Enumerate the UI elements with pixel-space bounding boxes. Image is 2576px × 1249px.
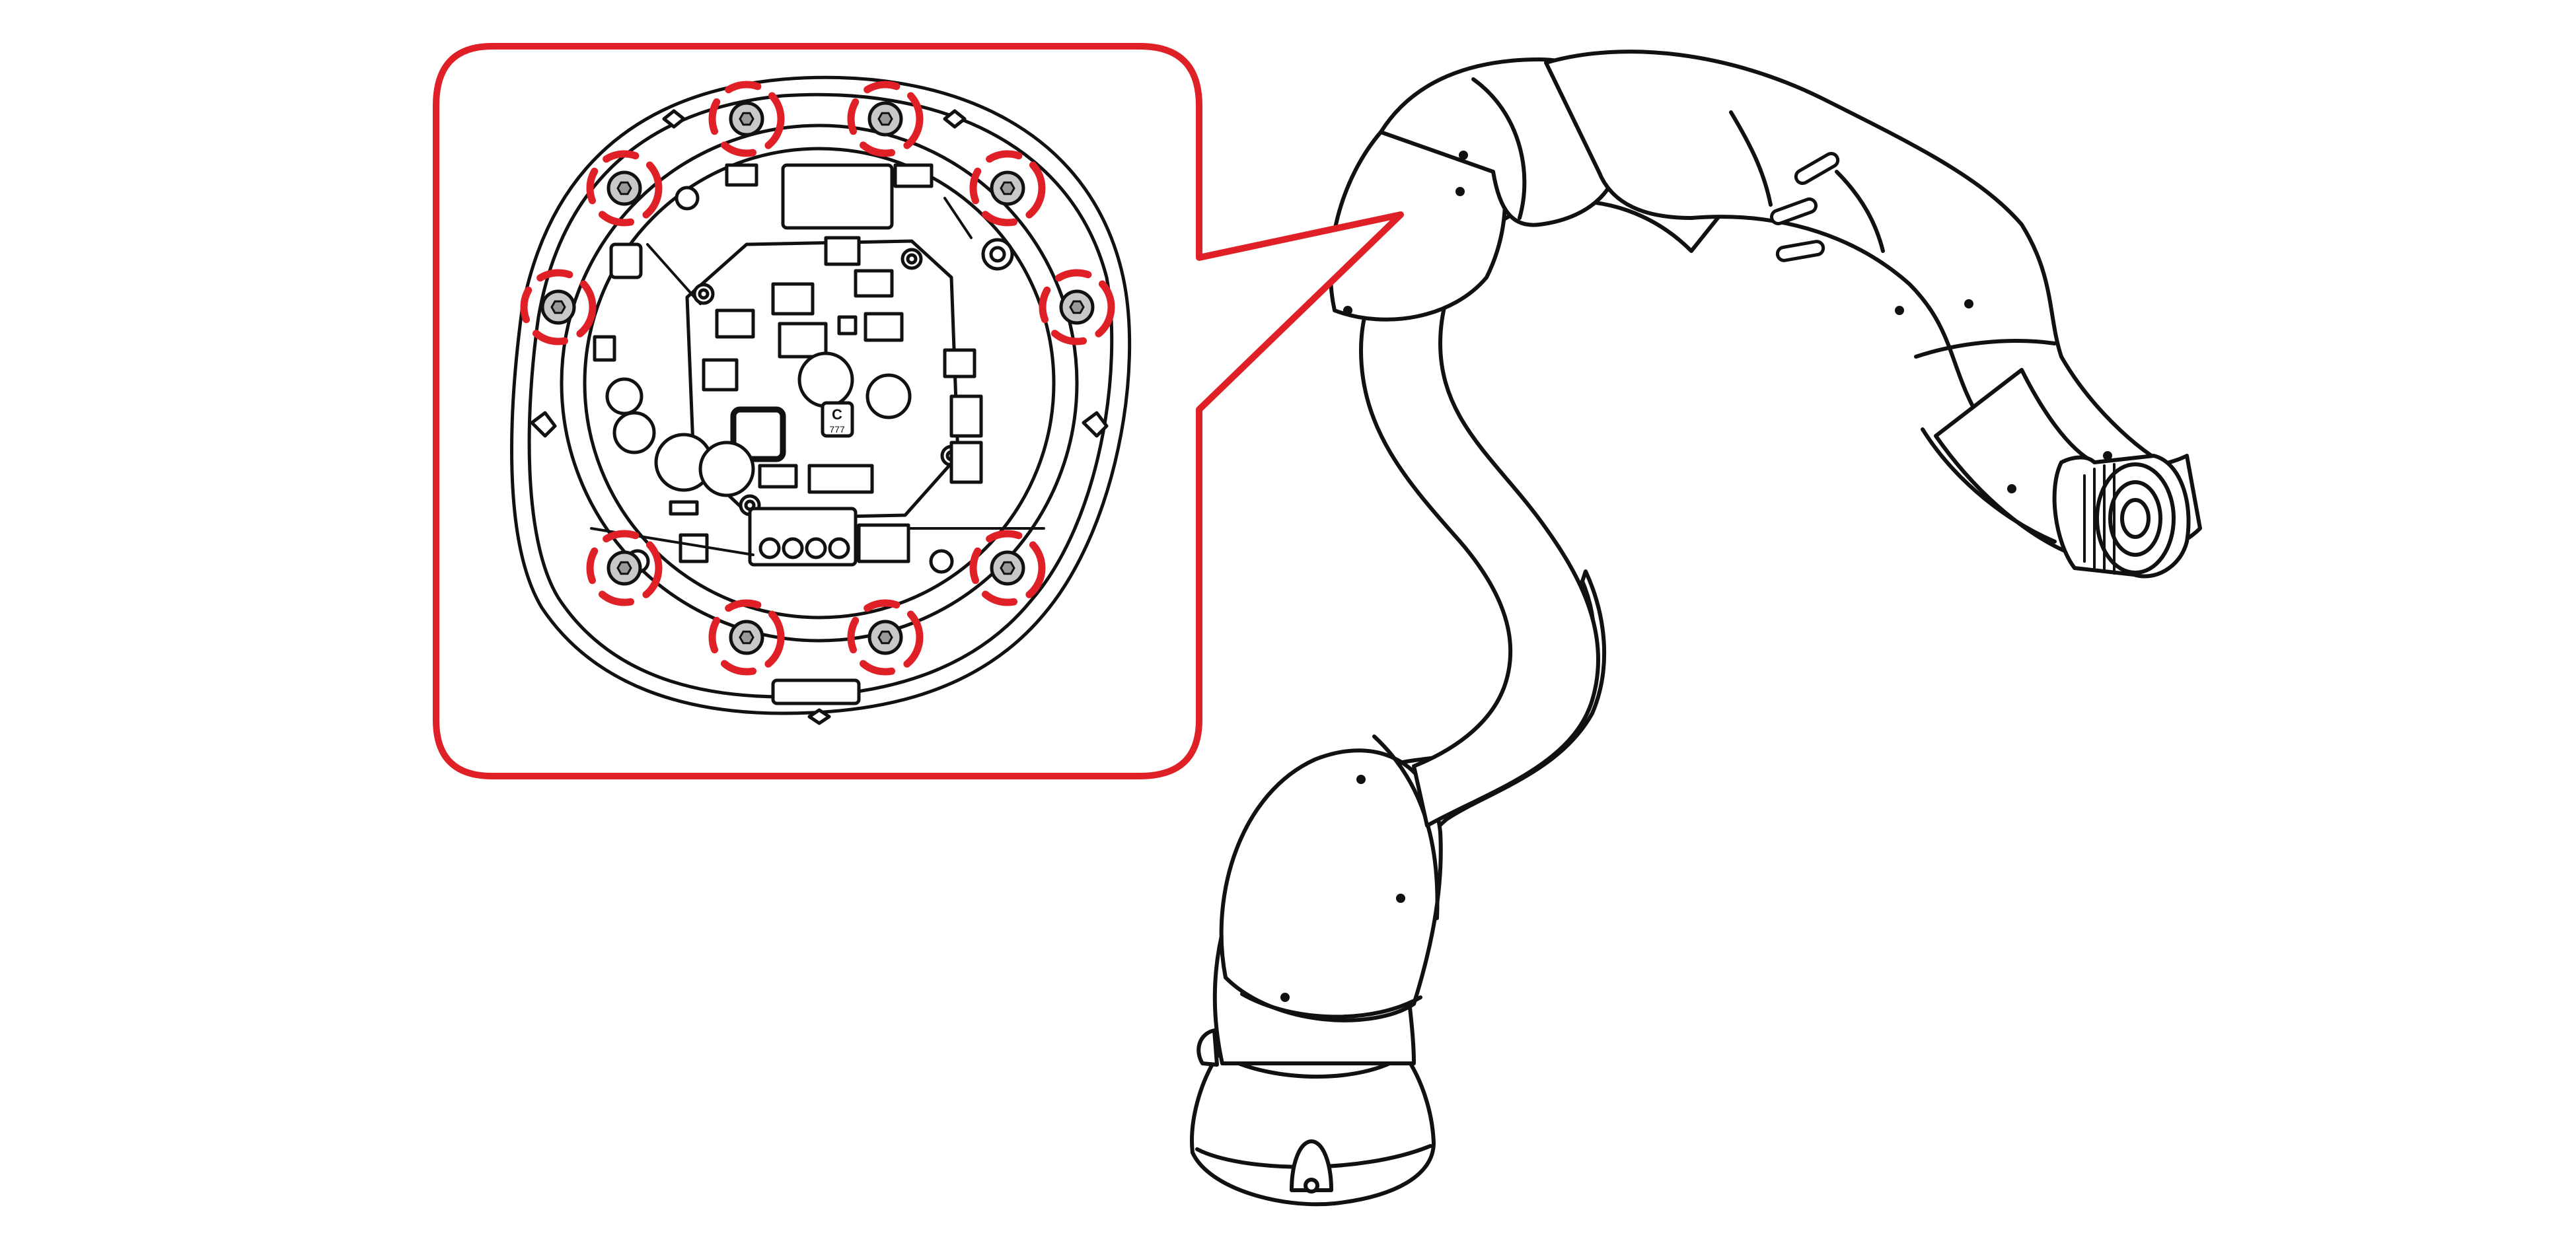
- screw-highlight-ring: [586, 150, 663, 227]
- screw-highlight-ring: [847, 599, 924, 676]
- connector-10: [943, 348, 976, 378]
- top-marker-right: [943, 109, 967, 129]
- mcu-chip: [730, 406, 786, 462]
- chip-rect-2: [824, 236, 861, 266]
- left-bottom-connector: [679, 533, 709, 563]
- highlighted-screw: [969, 150, 1046, 227]
- arm-fastener-dots: [1280, 151, 2112, 1002]
- connector-1: [715, 308, 755, 339]
- side-tab-right: [1082, 411, 1109, 438]
- connector-8: [949, 394, 983, 438]
- chip-marking-line1: C: [832, 406, 842, 423]
- robot-base: [1190, 1052, 1436, 1207]
- highlighted-screw: [708, 81, 785, 157]
- notch-marker: [807, 708, 831, 725]
- top-connector-right: [893, 163, 934, 188]
- screw-hex-socket: [550, 300, 566, 314]
- screw-hex-socket: [616, 181, 632, 196]
- left-cap-2: [612, 411, 656, 454]
- left-cap-1: [605, 377, 644, 415]
- connector-3: [864, 312, 904, 342]
- connector-7: [807, 464, 874, 494]
- shoulder-ring-line: [1471, 77, 1527, 220]
- screw-hex-socket: [1000, 561, 1015, 575]
- screw-hex-socket: [1000, 181, 1015, 196]
- electrolytic-cap: [865, 373, 912, 419]
- screw-highlight-ring: [708, 599, 785, 676]
- left-bottom-small: [669, 500, 699, 516]
- round-component: [797, 351, 854, 408]
- flange-ridges: [2083, 463, 2116, 575]
- chip-rect-1: [771, 282, 815, 316]
- screw-hex-socket: [616, 561, 632, 575]
- inner-ring-2: [583, 147, 1056, 620]
- screw-highlight-ring: [586, 530, 663, 606]
- inner-ring: [560, 124, 1079, 643]
- highlighted-screw: [969, 530, 1046, 606]
- left-cap-4: [698, 441, 755, 497]
- s-link: [1359, 163, 1720, 828]
- upper-link-seam: [1729, 110, 1773, 207]
- terminal-screws: [758, 537, 850, 559]
- connector-4: [702, 358, 739, 392]
- screw-hex-socket: [739, 112, 754, 126]
- screw-hex-socket: [877, 112, 893, 126]
- wire-2: [943, 197, 973, 239]
- base-collar-line: [1222, 1055, 1404, 1079]
- screw-highlight-ring: [520, 269, 597, 345]
- top-marker-left: [662, 109, 686, 129]
- highlighted-screw: [1039, 269, 1115, 345]
- highlighted-screw: [586, 150, 663, 227]
- wrist-ring-line: [1921, 427, 2057, 544]
- upper-link-seam-3: [1835, 170, 1885, 253]
- ic-center: [778, 322, 828, 359]
- left-component-small: [593, 335, 616, 362]
- screw-hex-socket: [877, 630, 893, 645]
- connector-6: [758, 464, 798, 489]
- wire-1: [646, 243, 702, 305]
- screw-highlight-ring: [1039, 269, 1115, 345]
- connector-2: [854, 269, 894, 298]
- chip-marking-line2: 777: [829, 424, 845, 435]
- connector-9: [949, 441, 983, 484]
- highlighted-screw: [708, 599, 785, 676]
- flange-bore: [2120, 498, 2151, 539]
- highlighted-screw: [847, 81, 924, 157]
- base-side-knob: [1196, 1028, 1219, 1067]
- capacitor-block: [781, 163, 894, 230]
- chip-marked: [821, 401, 854, 438]
- screw-highlight-ring: [969, 530, 1046, 606]
- terminal-right: [857, 523, 910, 563]
- side-tab-left: [530, 411, 557, 438]
- screw-highlight-ring: [969, 150, 1046, 227]
- housing-notch: [771, 678, 861, 705]
- upper-link-seam-2: [1914, 339, 2057, 359]
- robot-arm: [1190, 50, 2202, 1207]
- highlighted-screw: [520, 269, 597, 345]
- left-connector: [609, 242, 643, 279]
- j2-shell: [1219, 748, 1443, 1022]
- base-connector: [1290, 1139, 1333, 1192]
- base-connector-port: [1304, 1178, 1319, 1194]
- top-connector-left: [725, 163, 758, 187]
- highlighted-screw: [586, 530, 663, 606]
- screw-highlight-ring: [708, 81, 785, 157]
- connector-5: [837, 315, 858, 336]
- screws-group: [520, 81, 1115, 676]
- highlighted-screw: [847, 599, 924, 676]
- vent-slots: [1770, 152, 1840, 262]
- j2-ring-line: [1240, 992, 1422, 1019]
- screw-highlight-ring: [847, 81, 924, 157]
- screw-hex-socket: [739, 630, 754, 645]
- screw-hex-socket: [1069, 300, 1085, 314]
